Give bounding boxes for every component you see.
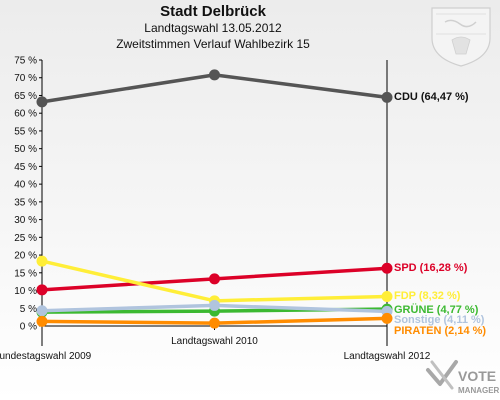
- data-point: [381, 91, 393, 103]
- series-group: [36, 69, 393, 329]
- y-tick-label: 25 %: [14, 233, 37, 244]
- x-axis-ticks: Bundestagswahl 2009 Landtagswahl 2010 Land…: [0, 326, 431, 362]
- data-point: [36, 305, 48, 317]
- data-point: [36, 96, 48, 108]
- y-tick-label: 55 %: [14, 126, 37, 137]
- series-label-fdp: FDP (8,32 %): [394, 290, 461, 302]
- chart-subtitle-2: Zweitstimmen Verlauf Wahlbezirk 15: [116, 37, 310, 51]
- y-tick-label: 20 %: [14, 251, 37, 262]
- data-point: [36, 284, 48, 296]
- series-label-sonstige: Sonstige (4,11 %): [394, 314, 485, 326]
- y-tick-label: 10 %: [14, 286, 37, 297]
- y-tick-label: 65 %: [14, 91, 37, 102]
- x-tick-label: Landtagswahl 2010: [171, 336, 258, 347]
- data-point: [209, 299, 220, 311]
- y-tick-label: 50 %: [14, 144, 37, 155]
- data-point: [36, 255, 48, 267]
- votemanager-logo: VOTE MANAGER: [426, 360, 500, 395]
- y-tick-label: 45 %: [14, 162, 37, 173]
- y-tick-label: 5 %: [20, 304, 37, 315]
- data-point: [209, 273, 220, 285]
- y-tick-label: 30 %: [14, 215, 37, 226]
- x-tick-label: Landtagswahl 2012: [344, 351, 431, 362]
- y-tick-label: 40 %: [14, 180, 37, 191]
- data-point: [381, 312, 393, 324]
- y-axis-ticks: 0 % 5 % 10 % 15 % 20 % 25 % 30 % 35 % 40 % 45 % 50…: [14, 56, 42, 333]
- checkmark-x-icon: [426, 360, 458, 390]
- data-point: [209, 317, 220, 329]
- logo-line-1: VOTE: [458, 368, 496, 384]
- y-tick-label: 75 %: [14, 56, 37, 67]
- data-point: [381, 290, 393, 302]
- y-tick-label: 15 %: [14, 268, 37, 279]
- series-label-cdu: CDU (64,47 %): [394, 91, 469, 103]
- chart-subtitle: Landtagswahl 13.05.2012: [144, 21, 282, 35]
- y-tick-label: 60 %: [14, 109, 37, 120]
- series-label-grüne: GRÜNE (4,77 %): [394, 303, 479, 316]
- y-tick-label: 35 %: [14, 197, 37, 208]
- data-point: [36, 315, 48, 327]
- x-tick-label: Bundestagswahl 2009: [0, 351, 92, 362]
- series-labels: CDU (64,47 %) SPD (16,28 %) FDP (8,32 %)GR…: [394, 91, 486, 337]
- y-tick-label: 0 %: [20, 322, 37, 333]
- y-tick-label: 70 %: [14, 73, 37, 84]
- coat-of-arms-icon: [431, 7, 491, 67]
- logo-line-2: MANAGER: [458, 386, 500, 395]
- series-label-piraten: PIRATEN (2,14 %): [394, 325, 486, 337]
- data-point: [209, 69, 220, 81]
- series-label-spd: SPD (16,28 %): [394, 262, 468, 274]
- chart-title: Stadt Delbrück: [160, 3, 267, 20]
- data-point: [381, 262, 393, 274]
